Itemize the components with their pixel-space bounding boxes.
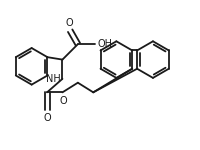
Text: O: O [60, 96, 67, 106]
Text: NH: NH [46, 74, 61, 84]
Text: O: O [43, 112, 51, 123]
Text: OH: OH [97, 39, 112, 49]
Text: O: O [65, 18, 73, 28]
